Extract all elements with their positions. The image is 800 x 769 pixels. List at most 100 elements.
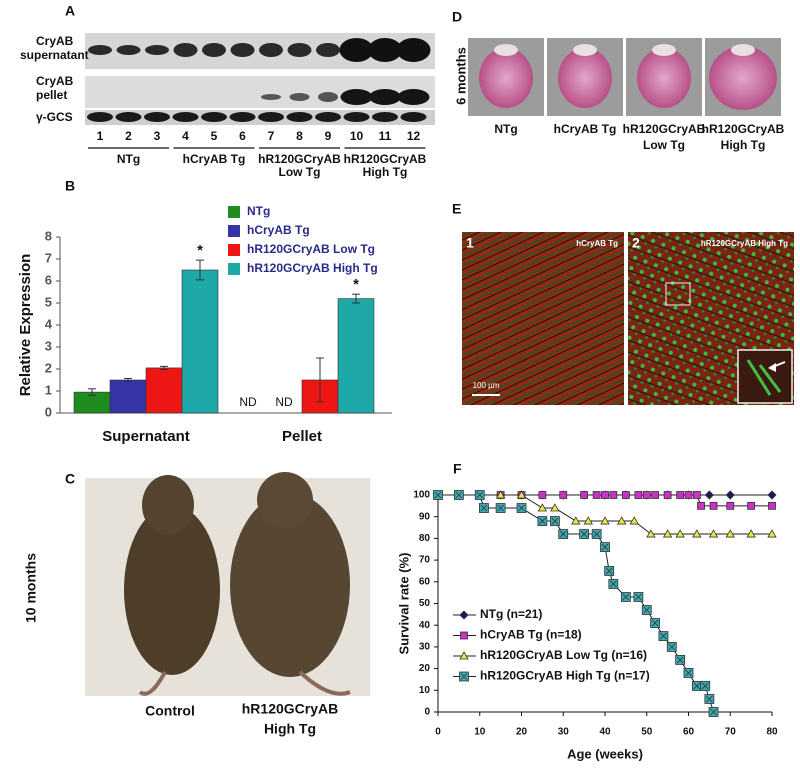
group-label: Low Tg [279,165,321,179]
value-label: ND [239,395,257,409]
marker-cross [580,530,588,538]
marker-cross [610,580,617,588]
blot-band [144,112,170,122]
marker [600,542,610,552]
lane-number: 12 [407,129,421,143]
legend-swatch [228,206,240,218]
marker [620,592,631,602]
marker [747,501,756,510]
marker [474,490,485,500]
value-label: ND [275,395,293,409]
marker [650,618,660,628]
marker [583,516,593,525]
blot-band [287,43,312,57]
x-tick-label: 60 [683,727,695,738]
marker-cross [518,504,525,512]
marker [651,491,659,499]
lane-number: 9 [325,129,332,143]
marker-cross [476,491,484,499]
marker-cross [706,695,713,703]
marker [725,490,735,500]
bar [181,269,219,414]
marker [767,490,777,500]
panel-label: E [452,201,461,217]
row-label: pellet [36,88,67,102]
y-axis-label: Survival rate (%) [396,553,411,655]
marker [459,651,469,660]
blot-band [340,89,373,105]
legend-label: hR120GCryAB Low Tg [247,242,375,256]
marker [460,631,468,640]
marker-cross [480,504,488,512]
y-tick-label: 70 [419,555,431,566]
row-label: γ-GCS [36,110,73,124]
marker [708,707,719,717]
marker [768,501,776,510]
mouse-photo [85,472,370,696]
marker-cross [643,606,651,614]
y-tick-label: 50 [419,598,431,609]
error-bar [316,357,324,403]
blot-band [116,45,141,55]
blot-band [230,43,255,57]
blot-band [368,38,402,62]
marker [495,503,506,513]
marker [697,501,705,510]
lane-number: 11 [379,129,392,143]
image-title: hCryAB Tg [576,239,618,248]
bar [145,367,183,414]
y-tick-label: 2 [45,360,52,375]
marker-cross [601,543,609,551]
survival-line [438,494,772,535]
heart [709,46,777,110]
category-label: Pellet [282,428,322,445]
marker [692,529,702,538]
marker [658,631,669,641]
caption: Low Tg [643,138,685,152]
lane-number: 7 [268,129,275,143]
marker-cross [635,593,642,601]
lane-number: 10 [350,129,364,143]
panel-label: F [453,461,462,477]
y-tick-label: 3 [45,338,52,353]
y-tick-label: 0 [45,404,52,419]
vessel [731,44,755,56]
marker [592,491,601,499]
marker [662,529,673,538]
lane-number: 3 [154,129,161,143]
blot-band [372,112,398,122]
blot-band [202,43,226,57]
marker [700,681,711,691]
blot-band [369,89,401,105]
marker [538,491,547,499]
group-label: hR120GCryAB [344,152,427,166]
blot-band [339,38,374,62]
marker [629,516,639,525]
marker [495,490,506,499]
error-bar [352,293,360,304]
marker [604,566,615,576]
vessel [573,44,597,56]
caption: High Tg [721,138,766,152]
blot-band [172,112,199,122]
error-bar [160,365,168,370]
blot-band [258,112,284,122]
marker [580,491,589,499]
marker [708,529,719,538]
y-tick-label: 8 [45,228,52,243]
marker-cross [701,682,709,690]
marker-cross [497,504,504,512]
marker [692,491,701,499]
error-bar [88,388,96,396]
marker [725,529,735,538]
y-tick-label: 1 [45,382,52,397]
x-tick-label: 40 [599,727,611,738]
marker [550,503,560,512]
group-label: hR120GCryAB [258,152,341,166]
marker [633,592,644,602]
row-label: CryAB [36,34,74,48]
marker [666,642,677,652]
x-tick-label: 80 [766,727,778,738]
blot-band [286,112,313,122]
image-number: 1 [466,235,474,251]
